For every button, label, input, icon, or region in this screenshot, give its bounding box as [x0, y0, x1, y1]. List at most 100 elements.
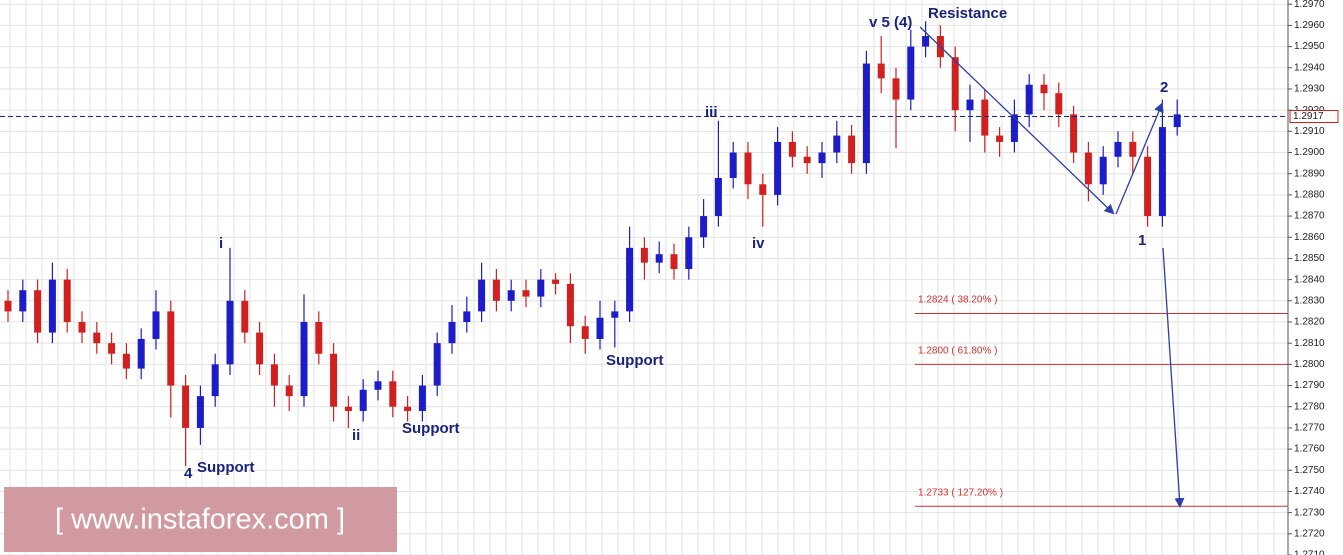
candle-body — [1173, 114, 1181, 128]
candle-body — [1084, 152, 1092, 185]
candle-body — [344, 406, 352, 411]
y-tick-label: 1.2970 — [1294, 0, 1325, 10]
candle-body — [330, 353, 338, 407]
y-tick-label: 1.2800 — [1294, 359, 1325, 370]
y-tick-label: 1.2840 — [1294, 274, 1325, 285]
candle-body — [34, 290, 42, 333]
candle-body — [315, 321, 323, 354]
annotation: Resistance — [928, 5, 1007, 22]
candle-body — [596, 317, 604, 339]
candle-body — [196, 396, 204, 428]
y-tick-label: 1.2860 — [1294, 232, 1325, 243]
candle-body — [655, 254, 663, 263]
candle-body — [522, 290, 530, 297]
candle-body — [581, 326, 589, 339]
y-tick-label: 1.2810 — [1294, 338, 1325, 349]
candle-body — [389, 381, 397, 407]
candle-body — [19, 290, 27, 312]
annotation: Support — [606, 352, 664, 369]
y-tick-label: 1.2940 — [1294, 62, 1325, 73]
candle-body — [463, 311, 471, 322]
candle-body — [640, 247, 648, 263]
current-price-label: 1.2917 — [1293, 111, 1324, 122]
y-tick-label: 1.2960 — [1294, 20, 1325, 31]
annotation: i — [219, 235, 223, 252]
watermark: [ www.instaforex.com ] — [55, 504, 345, 536]
annotation: 4 — [184, 465, 193, 482]
candle-body — [1129, 141, 1137, 157]
y-tick-label: 1.2720 — [1294, 528, 1325, 539]
candle-body — [270, 364, 278, 386]
candle-body — [48, 279, 56, 333]
y-tick-label: 1.2710 — [1294, 550, 1325, 555]
candle-body — [1040, 84, 1048, 94]
candle-body — [744, 152, 752, 185]
y-tick-label: 1.2790 — [1294, 380, 1325, 391]
candle-body — [507, 290, 515, 301]
y-tick-label: 1.2780 — [1294, 401, 1325, 412]
candle-body — [1055, 93, 1063, 115]
candle-body — [922, 36, 930, 47]
candle-body — [4, 300, 12, 312]
y-tick-label: 1.2730 — [1294, 507, 1325, 518]
annotation: iv — [752, 235, 765, 252]
y-tick-label: 1.2750 — [1294, 465, 1325, 476]
candle-body — [700, 216, 708, 238]
annotation: 2 — [1160, 79, 1168, 96]
candle-body — [1158, 127, 1166, 217]
candle-body — [877, 63, 885, 79]
candle-body — [211, 364, 219, 397]
candle-body — [1070, 114, 1078, 153]
candle-body — [492, 279, 500, 301]
y-tick-label: 1.2820 — [1294, 317, 1325, 328]
annotation: Support — [197, 459, 255, 476]
candle-body — [788, 141, 796, 157]
candle-body — [1010, 114, 1018, 142]
candle-body — [1114, 141, 1122, 157]
annotation: v 5 (4) — [869, 14, 912, 31]
candle-body — [63, 279, 71, 322]
candle-body — [537, 279, 545, 297]
y-tick-label: 1.2950 — [1294, 41, 1325, 52]
candle-body — [818, 152, 826, 164]
candle-body — [93, 332, 101, 344]
candle-body — [907, 46, 915, 100]
candle-body — [404, 406, 412, 411]
candle-body — [122, 353, 130, 369]
y-tick-label: 1.2760 — [1294, 444, 1325, 455]
y-tick-label: 1.2770 — [1294, 423, 1325, 434]
candle-body — [152, 311, 160, 339]
candle-body — [892, 78, 900, 100]
candle-body — [996, 135, 1004, 142]
candle-body — [374, 381, 382, 390]
candle-body — [241, 300, 249, 333]
candle-body — [670, 254, 678, 270]
candle-body — [478, 279, 486, 312]
candle-body — [167, 311, 175, 386]
candle-body — [566, 283, 574, 327]
level-label: 1.2733 ( 127.20% ) — [918, 487, 1003, 498]
y-tick-label: 1.2880 — [1294, 190, 1325, 201]
arrow — [1115, 102, 1164, 215]
candle-body — [848, 135, 856, 164]
annotation: iii — [705, 104, 718, 121]
annotation: 1 — [1138, 232, 1146, 249]
candle-body — [862, 63, 870, 164]
candle-body — [78, 321, 86, 333]
candle-body — [803, 156, 811, 164]
candle-body — [1099, 156, 1107, 185]
candle-body — [1025, 84, 1033, 115]
candle-body — [359, 389, 367, 411]
y-tick-label: 1.2910 — [1294, 126, 1325, 137]
candle-body — [256, 332, 264, 365]
arrow — [919, 26, 1115, 215]
candle-body — [685, 237, 693, 270]
candle-body — [951, 57, 959, 111]
candle-body — [226, 300, 234, 365]
candle-body — [1144, 156, 1152, 217]
y-tick-label: 1.2830 — [1294, 295, 1325, 306]
arrow — [1162, 247, 1185, 508]
candle-body — [626, 247, 634, 312]
